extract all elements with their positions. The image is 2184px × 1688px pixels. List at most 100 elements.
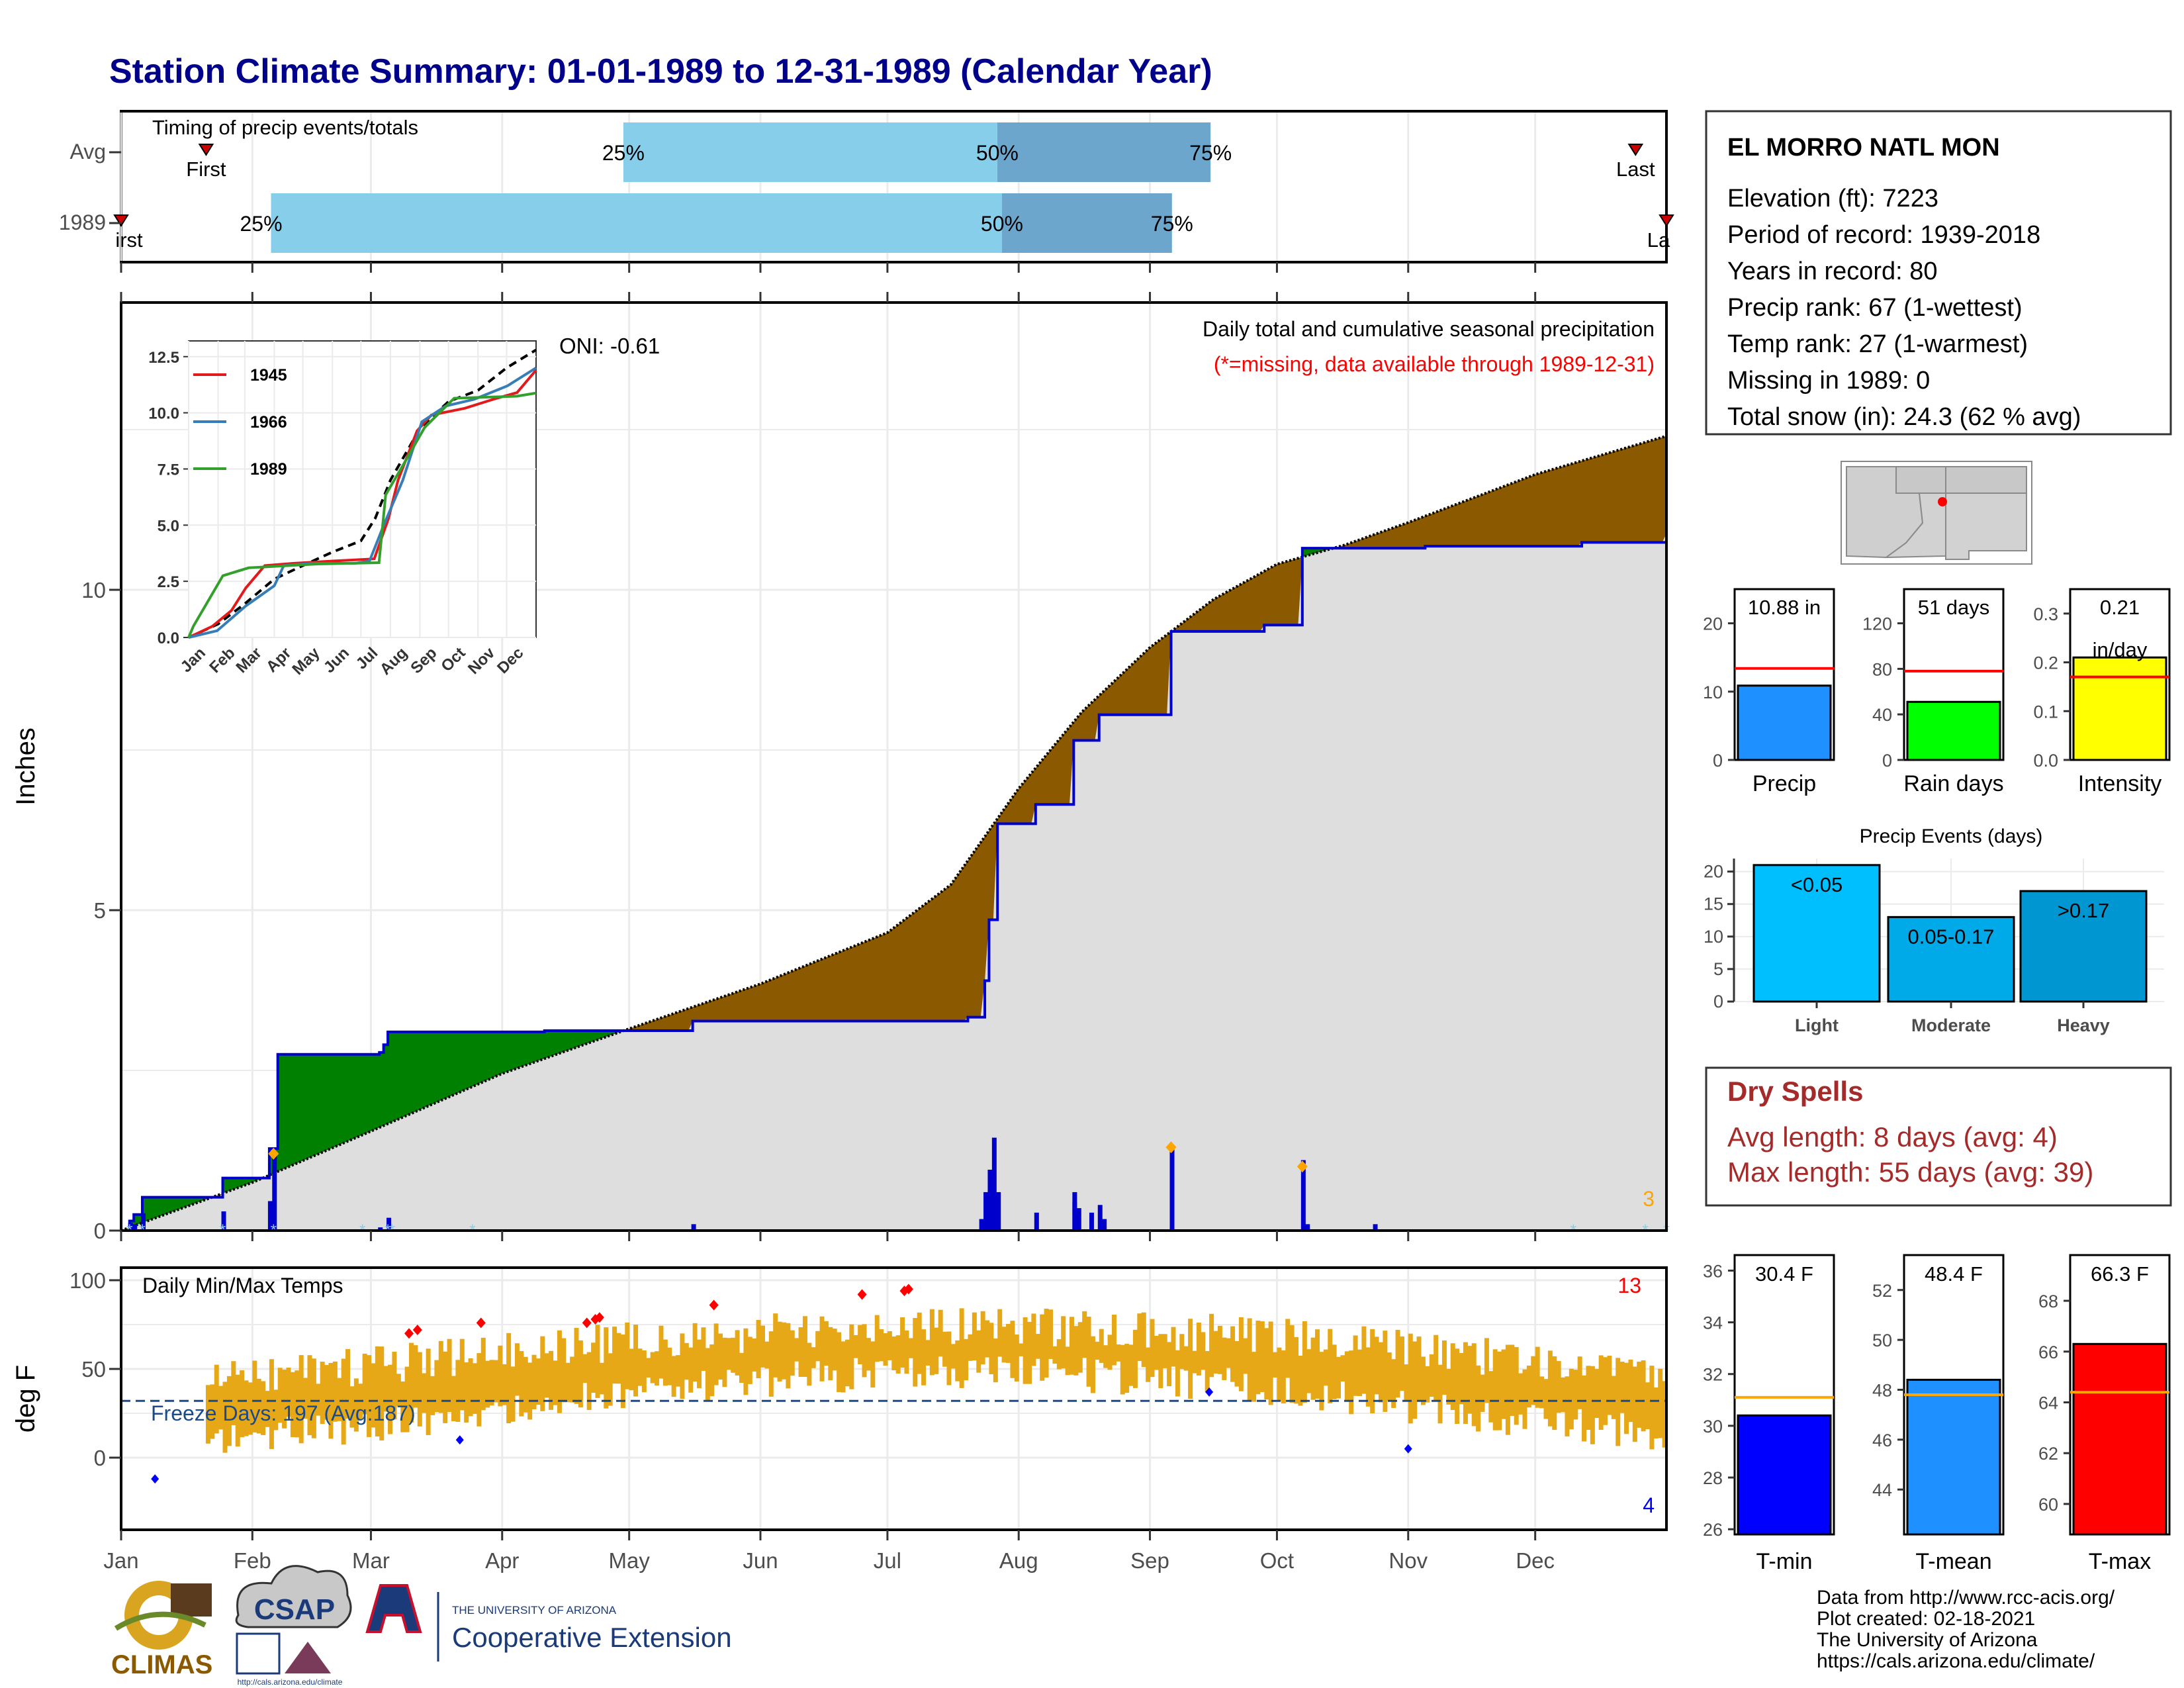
timing-last-label: La [1647,228,1670,252]
daily-precip-bar [272,1153,277,1231]
month-label: May [608,1548,650,1573]
daily-temp-range-bar [1365,1347,1371,1407]
daily-temp-range-bar [722,1337,727,1387]
daily-temp-range-bar [1294,1336,1299,1404]
daily-temp-range-bar [1450,1343,1455,1410]
daily-temp-range-bar [713,1323,719,1385]
daily-precip-bar [140,1213,146,1231]
daily-temp-range-bar [1146,1347,1151,1382]
daily-temp-range-bar [1052,1346,1058,1364]
daily-temp-range-bar [561,1338,567,1403]
temp-ytick-100: 100 [69,1268,106,1293]
daily-precip-bar [267,1201,273,1231]
record-precip-marker [1297,1160,1308,1173]
daily-temp-range-bar [1243,1338,1248,1374]
daily-temp-range-bar [1150,1319,1155,1378]
daily-temp-range-bar [498,1345,503,1407]
temp-bar-ytick: 68 [2038,1291,2058,1311]
page-title: Station Climate Summary: 01-01-1989 to 1… [109,52,1212,91]
daily-temp-range-bar [1209,1313,1214,1378]
daily-temp-range-bar [337,1378,342,1421]
daily-precip-bar [987,1170,993,1231]
record-precip-marker [268,1147,279,1160]
daily-temp-range-bar [1056,1339,1062,1370]
events-title: Precip Events (days) [1860,825,2043,847]
daily-temp-range-bar [443,1351,448,1423]
daily-precip-bar [1089,1212,1094,1231]
daily-temp-range-bar [726,1338,731,1370]
precip-ytick: 0 [1713,751,1723,771]
daily-temp-range-bar [1035,1334,1040,1359]
daily-temp-range-bar [1535,1346,1540,1408]
daily-temp-range-bar [531,1354,537,1409]
daily-temp-range-bar [980,1311,985,1365]
daily-temp-range-bar [1111,1314,1116,1366]
daily-temp-range-bar [222,1382,228,1453]
daily-temp-range-bar [1526,1365,1531,1408]
daily-temp-range-bar [248,1382,253,1435]
daily-temp-range-bar [828,1327,833,1381]
timing-bar-early [623,122,997,182]
daily-temp-range-bar [1031,1313,1036,1366]
daily-temp-range-bar [1510,1344,1515,1416]
daily-temp-range-bar [1289,1325,1295,1403]
daily-temp-range-bar [1412,1341,1418,1419]
intensity-value-text: 0.21 [2100,596,2140,619]
daily-temp-range-bar [866,1338,871,1371]
precip-summary-charts: 0 10 20 10.88 in Precip 0 40 80 120 51 days Rain d… [1703,588,2171,796]
daily-temp-range-bar [527,1362,533,1420]
daily-temp-range-bar [1471,1343,1477,1427]
daily-temp-range-bar [205,1385,210,1444]
month-label: Jan [103,1548,138,1573]
temp-bar-ytick: 28 [1703,1468,1723,1488]
events-ytick: 10 [1704,927,1723,947]
daily-temp-range-bar [604,1327,609,1409]
daily-precip-bar [1097,1205,1103,1231]
daily-precip-bar [1300,1160,1306,1231]
intensity-label: Intensity [2078,771,2162,796]
daily-temp-range-bar [1539,1376,1545,1409]
inset-avg-line [188,348,537,639]
events-category: Light [1795,1015,1839,1035]
daily-temp-range-bar [1090,1336,1095,1393]
temp-bar-label: T-max [2089,1549,2151,1574]
daily-temp-range-bar [1192,1350,1197,1374]
daily-temp-range-bar [231,1361,236,1425]
daily-temp-range-bar [256,1378,261,1434]
intensity-ytick: 0.0 [2033,751,2058,771]
intensity-ytick: 0.3 [2033,604,2058,624]
daily-temp-range-bar [1531,1356,1536,1405]
daily-temp-range-bar [595,1325,600,1398]
daily-temp-range-bar [1619,1362,1625,1413]
precip-header: Daily total and cumulative seasonal prec… [1203,317,1655,341]
daily-temp-range-bar [1582,1375,1587,1442]
daily-temp-range-bar [1264,1328,1269,1400]
month-label: Nov [1388,1548,1428,1573]
daily-temp-range-bar [1408,1333,1413,1424]
daily-temp-range-bar [680,1333,685,1399]
daily-temp-range-bar [510,1366,516,1422]
daily-temp-range-bar [519,1350,524,1417]
daily-temp-range-bar [1268,1321,1273,1405]
precip-missing-note: (*=missing, data available through 1989-… [1214,352,1655,376]
daily-temp-range-bar [1611,1376,1616,1419]
daily-temp-range-bar [1349,1350,1354,1415]
daily-temp-range-bar [1565,1376,1570,1436]
timing-first-label: First [186,158,226,181]
daily-temp-range-bar [934,1327,939,1374]
daily-temp-range-bar [422,1373,427,1413]
inset-legend-label: 1945 [250,366,287,385]
daily-temp-range-bar [807,1342,812,1386]
daily-temp-range-bar [1353,1335,1358,1396]
rain-days-ytick: 80 [1872,659,1892,679]
daily-temp-range-bar [1328,1329,1333,1403]
daily-temp-range-bar [1662,1381,1667,1448]
daily-temp-range-bar [849,1324,854,1389]
timing-first-label: irst [115,228,143,252]
inset-ytick: 0.0 [158,630,179,647]
station-line-period: Period of record: 1939-2018 [1727,221,2040,249]
freeze-days: Freeze Days: 197 (Avg:187) [151,1401,416,1425]
precip-label: Precip [1752,771,1816,796]
daily-temp-range-bar [705,1348,710,1401]
